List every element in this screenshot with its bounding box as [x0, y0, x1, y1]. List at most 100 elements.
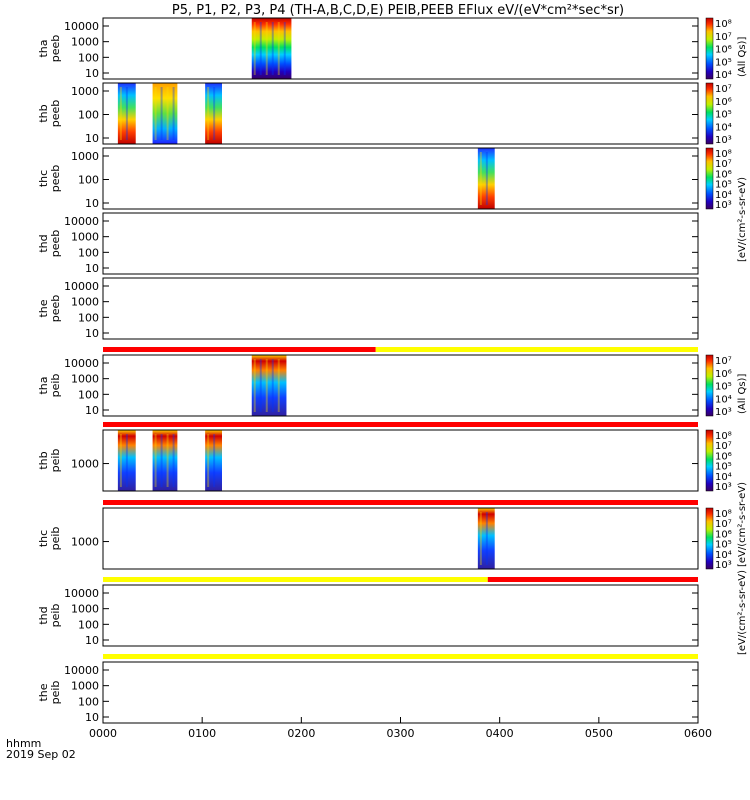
panel-frame: [102, 277, 699, 340]
spectrogram-stripe: [213, 434, 216, 487]
y-tick-label: 10000: [64, 280, 99, 293]
spectrogram-stripe: [213, 87, 216, 140]
colorbar-tick-label: 10³: [715, 407, 732, 418]
spectrogram-block: [251, 18, 292, 79]
y-tick-label: 10: [85, 67, 99, 80]
chart-title: P5, P1, P2, P3, P4 (TH-A,B,C,D,E) PEIB,P…: [172, 3, 624, 18]
y-tick-label: 100: [78, 388, 99, 401]
status-bar-segment: [375, 347, 698, 352]
spectrogram-stripe: [125, 434, 128, 487]
y-tick-label: 1000: [71, 458, 99, 471]
spectrogram-stripe: [485, 152, 488, 205]
y-label-probe: thd: [37, 606, 50, 624]
y-tick-label: 10: [85, 132, 99, 145]
y-tick-label: 1000: [71, 536, 99, 549]
spectrogram-stripe: [259, 359, 262, 412]
colorbar-tick-label: 10⁴: [715, 70, 732, 81]
y-label-probe: tha: [37, 376, 50, 394]
spectrogram-stripe: [265, 22, 268, 75]
colorbar-tick-label: 10⁶: [715, 169, 732, 180]
colorbar-tick-label: 10⁸: [715, 149, 732, 160]
y-label-product: peeb: [49, 295, 62, 323]
colorbar-tick-label: 10⁷: [715, 32, 732, 43]
colorbar-label: (All Qs)]: [737, 37, 748, 77]
colorbar-tick-label: 10⁶: [715, 97, 732, 108]
panel-frame: [102, 147, 699, 210]
colorbar-tick-label: 10⁵: [715, 180, 732, 191]
colorbar: [705, 507, 714, 570]
colorbar-tick-label: 10⁴: [715, 190, 732, 201]
y-tick-label: 1000: [71, 36, 99, 49]
y-tick-label: 10000: [64, 357, 99, 370]
spectrogram-block: [205, 430, 222, 491]
spectrogram-stripe: [154, 434, 157, 487]
spectrogram-block: [117, 430, 136, 491]
x-tick-label: 0600: [684, 727, 712, 740]
colorbar-tick-label: 10⁴: [715, 550, 732, 561]
x-tick-label: 0000: [89, 727, 117, 740]
y-tick-label: 100: [78, 174, 99, 187]
status-bar-segment: [103, 577, 488, 582]
colorbar-label: [eV/(cm²-s-sr-eV): [737, 482, 748, 567]
panel-frame: [102, 17, 699, 80]
y-label-probe: tha: [37, 39, 50, 57]
panel-the-peib: 10000 1000 100 10 the peib: [37, 654, 699, 724]
spectrogram-stripe: [259, 22, 262, 75]
colorbar-tick-label: 10⁸: [715, 509, 732, 520]
side-label-bottom: [eV/(cm²-s-sr-eV): [737, 570, 748, 655]
x-tick-label: 0200: [287, 727, 315, 740]
x-tick-label: 0100: [188, 727, 216, 740]
y-tick-label: 10: [85, 262, 99, 275]
spectrogram-stripe: [253, 22, 256, 75]
y-label-probe: thb: [37, 104, 50, 122]
colorbar: [705, 354, 714, 417]
status-bar-segment: [103, 500, 698, 505]
y-label-probe: thc: [37, 170, 50, 187]
spectrogram-stripe: [207, 434, 210, 487]
y-tick-label: 10000: [64, 664, 99, 677]
colorbar-tick-label: 10⁸: [715, 19, 732, 30]
status-bar-segment: [103, 347, 376, 352]
y-label-probe: thb: [37, 451, 50, 469]
y-label-product: peeb: [49, 165, 62, 193]
panel-thd-peeb: 10000 1000 100 10 thd peeb: [37, 212, 699, 275]
y-label-probe: the: [37, 683, 50, 701]
y-tick-label: 1000: [71, 150, 99, 163]
y-tick-label: 10: [85, 711, 99, 724]
y-label-product: peeb: [49, 230, 62, 258]
spectrogram-stripe: [207, 87, 210, 140]
y-label-product: peib: [49, 449, 62, 473]
y-label-product: peib: [49, 681, 62, 705]
colorbar-tick-label: 10³: [715, 200, 732, 211]
colorbar-tick-label: 10⁴: [715, 122, 732, 133]
y-tick-label: 1000: [71, 373, 99, 386]
y-label-probe: thd: [37, 234, 50, 252]
y-tick-label: 10: [85, 197, 99, 210]
spectrogram-block: [205, 83, 222, 144]
colorbar-tick-label: 10⁶: [715, 529, 732, 540]
panel-the-peeb: 10000 1000 100 10 the peeb: [37, 277, 699, 340]
colorbar: [705, 17, 714, 80]
colorbar: [705, 82, 714, 145]
y-tick-label: 100: [78, 695, 99, 708]
colorbar-tick-label: 10⁵: [715, 382, 732, 393]
spectrogram-stripe: [265, 359, 268, 412]
y-tick-label: 100: [78, 51, 99, 64]
y-tick-label: 100: [78, 109, 99, 122]
x-tick-label: 0400: [486, 727, 514, 740]
y-label-product: peeb: [49, 100, 62, 128]
spectrogram-block: [477, 508, 495, 569]
y-tick-label: 10: [85, 634, 99, 647]
colorbar-tick-label: 10⁵: [715, 57, 732, 68]
y-tick-label: 1000: [71, 603, 99, 616]
y-tick-label: 10000: [64, 587, 99, 600]
colorbar: [705, 429, 714, 492]
status-bar-segment: [103, 654, 698, 659]
